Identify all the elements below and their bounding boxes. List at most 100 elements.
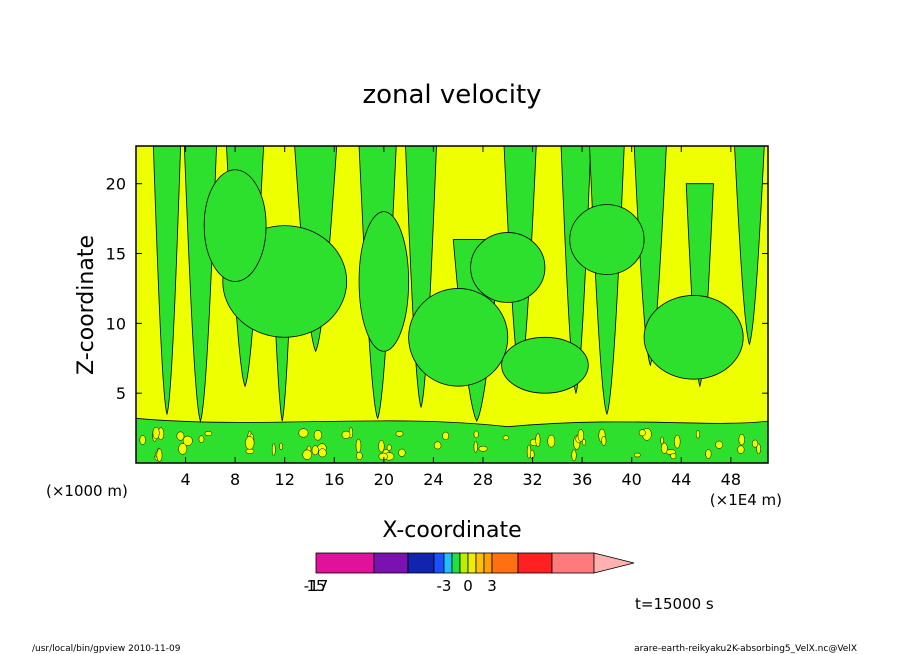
contour-region xyxy=(569,204,645,275)
colorbar-swatch xyxy=(483,552,493,574)
contour-cell xyxy=(478,445,488,452)
contour-cell xyxy=(204,431,213,436)
contour-cell xyxy=(674,434,681,449)
colorbar-swatch xyxy=(491,552,519,574)
x-tick-label: 16 xyxy=(324,470,344,489)
x-tick-label: 12 xyxy=(275,470,295,489)
contour-region xyxy=(685,183,714,388)
contour-cell xyxy=(156,448,163,462)
contour-cell xyxy=(378,452,388,461)
contour-field xyxy=(136,146,768,463)
contour-cell xyxy=(279,442,283,451)
plot-frame xyxy=(135,145,769,464)
x-tick-label: 44 xyxy=(671,470,691,489)
contour-cell xyxy=(581,439,587,446)
contour-cell xyxy=(245,436,255,450)
contour-region xyxy=(501,336,589,394)
time-label: t=15000 s xyxy=(635,595,714,613)
colorbar-swatch xyxy=(475,552,485,574)
contour-cell xyxy=(311,445,319,456)
colorbar-swatch xyxy=(407,552,435,574)
footer-left: /usr/local/bin/gpview 2010-11-09 xyxy=(32,644,181,654)
contour-cell xyxy=(152,426,160,440)
contour-cell xyxy=(398,448,406,457)
x-tick-label: 28 xyxy=(473,470,493,489)
footer-right: arare-earth-reikyaku2K-absorbing5_VelX.n… xyxy=(634,644,857,654)
contour-cell xyxy=(355,438,362,453)
colorbar-swatch xyxy=(551,552,595,574)
contour-cell xyxy=(715,440,724,449)
contour-cell xyxy=(670,452,677,460)
colorbar-labels: -17 -3 0 3 15 xyxy=(304,577,497,595)
contour-region xyxy=(203,169,267,282)
contour-cell xyxy=(378,440,385,453)
contour-region xyxy=(470,232,546,303)
contour-cell xyxy=(660,436,664,445)
colorbar-label: -3 xyxy=(437,577,452,595)
contour-cell xyxy=(601,435,607,446)
colorbar-swatch xyxy=(451,552,461,574)
colorbar-label: 3 xyxy=(487,577,497,595)
contour-cell xyxy=(535,433,541,447)
contour-cell xyxy=(751,439,759,448)
contour-cell xyxy=(341,430,351,439)
colorbar-swatch xyxy=(459,552,469,574)
x-axis-label: X-coordinate xyxy=(382,518,521,543)
colorbar-swatch xyxy=(443,552,453,574)
contour-cell xyxy=(502,435,509,441)
x-unit-label: (×1000 m) xyxy=(46,482,128,500)
contour-cell xyxy=(442,431,450,441)
x-tick-label: 20 xyxy=(374,470,394,489)
colorbar-swatch xyxy=(467,552,477,574)
colorbar-swatch xyxy=(373,552,409,574)
colorbar-swatch xyxy=(315,552,375,574)
contour-cell xyxy=(313,430,322,441)
contour-cell xyxy=(198,435,205,443)
contour-cell xyxy=(473,440,478,453)
colorbar-label: 15 xyxy=(306,577,325,595)
y-tick-label: 15 xyxy=(106,245,126,264)
contour-cell xyxy=(661,442,668,454)
x-tick-label: 8 xyxy=(230,470,240,489)
contour-region xyxy=(358,211,410,352)
contour-region xyxy=(734,146,765,346)
contour-cell xyxy=(318,448,327,458)
contour-cell xyxy=(302,449,313,460)
y-tick-label: 20 xyxy=(106,175,126,194)
contour-cell xyxy=(473,430,479,439)
x-tick-label: 32 xyxy=(522,470,542,489)
y-axis-label: Z-coordinate xyxy=(74,235,99,375)
contour-cell xyxy=(178,443,188,455)
contour-cell xyxy=(756,443,761,455)
x-tick-label: 48 xyxy=(721,470,741,489)
contour-cell xyxy=(182,435,193,446)
contour-cell xyxy=(356,451,363,461)
contour-cell xyxy=(271,443,276,457)
x-axis: 4 8 12 16 20 24 28 32 36 40 44 48 xyxy=(180,146,741,489)
contour-region xyxy=(408,288,509,387)
colorbar-arrow xyxy=(593,552,635,574)
contour-cell xyxy=(395,431,404,437)
plot-area xyxy=(135,145,769,464)
colorbar-label: -17 xyxy=(304,577,329,595)
contour-cell xyxy=(577,429,584,442)
contour-cell xyxy=(705,449,712,459)
colorbar xyxy=(315,552,635,574)
contour-cell xyxy=(433,441,442,450)
contour-cell xyxy=(386,444,392,451)
colorbar-swatch xyxy=(517,552,553,574)
y-tick-label: 5 xyxy=(116,384,126,403)
chart-title: zonal velocity xyxy=(362,80,541,110)
contour-cell xyxy=(695,430,700,439)
x-scale-label: (×1E4 m) xyxy=(710,491,782,509)
colorbar-label: 0 xyxy=(463,577,473,595)
contour-cell xyxy=(571,449,577,462)
y-axis: 5 10 15 20 xyxy=(106,175,768,403)
contour-cell xyxy=(298,428,309,438)
y-tick-label: 10 xyxy=(106,314,126,333)
contour-cell xyxy=(139,435,146,445)
x-tick-label: 24 xyxy=(423,470,443,489)
contour-region xyxy=(405,146,437,409)
x-tick-label: 36 xyxy=(572,470,592,489)
